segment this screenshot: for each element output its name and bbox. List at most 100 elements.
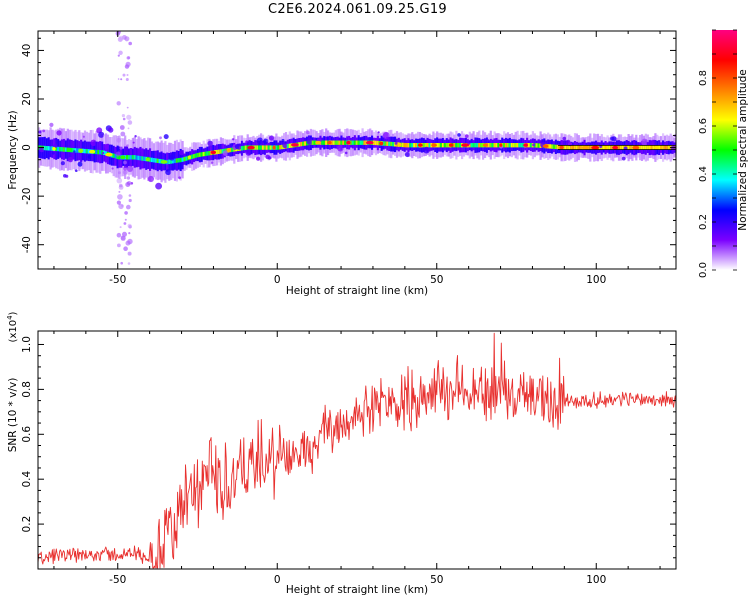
- heatmap-cell: [137, 155, 140, 161]
- heatmap-cell: [247, 145, 255, 150]
- heatmap-cell: [145, 157, 150, 162]
- heatmap-cell: [178, 176, 182, 180]
- heatmap-cell: [346, 140, 351, 145]
- heatmap-cell: [105, 152, 113, 157]
- heatmap-cell: [379, 141, 384, 146]
- heatmap-cell: [67, 148, 72, 152]
- heatmap-cell: [120, 155, 126, 160]
- heatmap-cell: [61, 147, 64, 152]
- heatmap-cell: [116, 101, 121, 106]
- heatmap-cell: [355, 140, 358, 145]
- heatmap-cell: [116, 146, 121, 151]
- heatmap-cell: [514, 143, 517, 148]
- heatmap-cell: [457, 133, 461, 137]
- heatmap-cell: [627, 145, 630, 150]
- heatmap-cell: [639, 145, 642, 150]
- heatmap-cell: [256, 137, 264, 145]
- heatmap-cell: [198, 152, 201, 157]
- heatmap-cell: [667, 145, 670, 150]
- figure-title: C2E6.2024.061.09.25.G19: [268, 2, 447, 17]
- heatmap-cell: [173, 158, 177, 164]
- heatmap-cell: [139, 156, 142, 161]
- heatmap-cell: [461, 143, 469, 147]
- heatmap-cell: [344, 140, 347, 145]
- snr-y-tick-label: 0.2: [21, 516, 33, 533]
- heatmap-cell: [415, 143, 418, 148]
- heatmap-cell: [127, 262, 131, 265]
- heatmap-cell: [443, 143, 446, 148]
- heatmap-cell: [121, 204, 124, 207]
- heatmap-cell: [575, 145, 578, 150]
- heatmap-cell: [97, 149, 100, 155]
- heatmap-cell: [116, 154, 119, 160]
- heatmap-cell: [101, 151, 105, 155]
- heatmap-cell: [119, 125, 125, 130]
- heatmap-cell: [662, 145, 665, 150]
- heatmap-frame: [37, 30, 677, 270]
- heatmap-cell: [104, 143, 110, 150]
- snr-x-tick-label: -50: [109, 574, 126, 586]
- heatmap-cell: [306, 130, 310, 135]
- heatmap-cell: [129, 155, 133, 160]
- heatmap-cell: [629, 145, 632, 150]
- heatmap-cell: [116, 177, 123, 184]
- heatmap-cell: [642, 145, 645, 150]
- heatmap-cell: [149, 157, 152, 162]
- heatmap-cell: [132, 141, 135, 144]
- heatmap-cell: [386, 141, 389, 146]
- heatmap-x-tick-label: -50: [109, 274, 126, 286]
- heatmap-cell: [122, 73, 126, 77]
- heatmap-cell: [665, 145, 668, 150]
- heatmap-cell: [117, 194, 123, 200]
- heatmap-cell: [404, 152, 410, 158]
- heatmap-cell: [207, 140, 214, 147]
- heatmap-cell: [240, 146, 244, 151]
- heatmap-cell: [202, 151, 205, 157]
- heatmap-cell: [125, 78, 129, 81]
- heatmap-cell: [423, 146, 430, 154]
- heatmap-xlabel: Height of straight line (km): [286, 285, 428, 297]
- heatmap-cell: [124, 211, 128, 215]
- heatmap-cell: [125, 182, 131, 187]
- heatmap-cell: [196, 152, 200, 158]
- snr-x-tick-label: 50: [430, 574, 443, 586]
- snr-x-tick-label: 100: [586, 574, 606, 586]
- heatmap-cell: [82, 135, 85, 138]
- heatmap-cell: [397, 142, 402, 147]
- heatmap-cell: [532, 143, 536, 147]
- heatmap-cell: [535, 143, 538, 148]
- heatmap-cell: [128, 41, 132, 46]
- snr-panel: -50 0 50 100 0.2 0.4 0.6 0.8 1.0 Height of strai…: [6, 311, 677, 596]
- heatmap-cell: [117, 243, 121, 248]
- heatmap-cell: [123, 166, 128, 171]
- heatmap-cell: [126, 74, 129, 76]
- heatmap-cell: [365, 140, 374, 145]
- heatmap-cell: [258, 145, 261, 150]
- heatmap-cell: [116, 232, 122, 238]
- heatmap-cell: [83, 148, 87, 154]
- heatmap-cell: [610, 145, 613, 150]
- heatmap-cell: [261, 145, 265, 150]
- heatmap-cell: [602, 145, 605, 150]
- heatmap-cell: [564, 145, 567, 150]
- heatmap-cell: [116, 200, 121, 205]
- heatmap-cell: [256, 156, 261, 161]
- heatmap-cell: [193, 154, 196, 159]
- heatmap-cell: [127, 120, 133, 125]
- heatmap-cell: [359, 140, 362, 145]
- heatmap-cell: [170, 159, 173, 164]
- heatmap-cell: [117, 54, 120, 57]
- heatmap-cell: [489, 143, 492, 148]
- heatmap-cell: [155, 182, 163, 190]
- heatmap-cell: [606, 145, 609, 150]
- heatmap-cell: [556, 144, 559, 150]
- snr-xlabel: Height of straight line (km): [286, 584, 428, 596]
- heatmap-cell: [128, 198, 132, 203]
- heatmap-cell: [572, 145, 575, 150]
- heatmap-cell: [165, 169, 172, 176]
- heatmap-cell: [126, 176, 131, 180]
- heatmap-cell: [210, 150, 217, 155]
- heatmap-cell: [119, 226, 122, 229]
- heatmap-cell: [265, 145, 268, 150]
- heatmap-cell: [221, 149, 224, 154]
